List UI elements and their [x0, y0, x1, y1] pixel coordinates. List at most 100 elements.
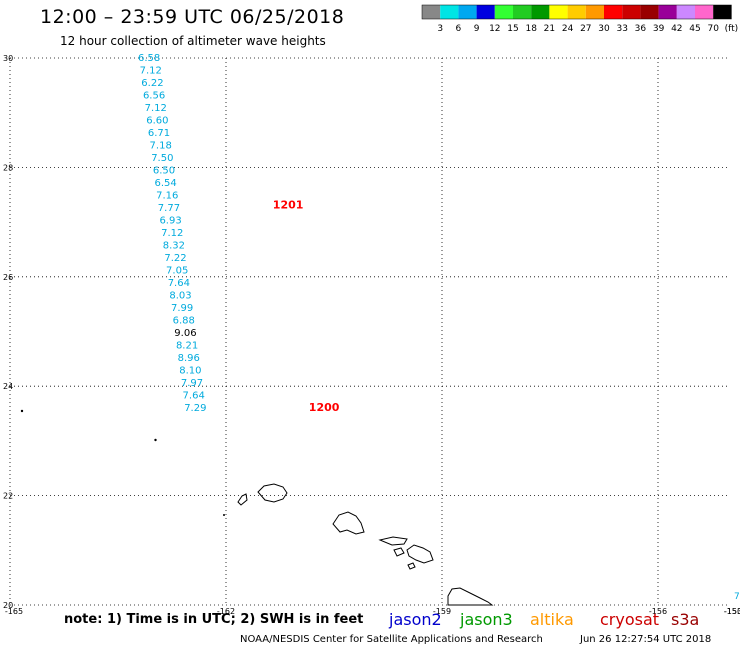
legend-label: 30 — [598, 24, 610, 34]
lon-tick-label: -150 — [724, 607, 740, 616]
legend-label: 6 — [456, 24, 462, 34]
legend-label: 3 — [437, 24, 443, 34]
wave-height-label: 7.64 — [168, 278, 190, 289]
wave-height-label: 6.71 — [148, 128, 170, 139]
kahoolawe-outline — [407, 562, 416, 570]
lon-tick-label: -159 — [433, 607, 451, 616]
hawaii-big-island-outline — [447, 587, 494, 606]
legend-swatch — [640, 5, 659, 19]
legend-label: 33 — [616, 24, 627, 34]
legend-swatch — [695, 5, 714, 19]
wave-height-label: 7.99 — [171, 303, 193, 314]
wave-height-label: 7.16 — [156, 191, 178, 202]
legend-swatch — [676, 5, 695, 19]
legend-swatch — [440, 5, 459, 19]
legend-swatch — [494, 5, 513, 19]
legend-label: 39 — [653, 24, 665, 34]
satellite-s3a: s3a — [671, 610, 700, 629]
lanai-outline — [393, 547, 405, 557]
necker-island — [20, 409, 24, 413]
legend-label: 36 — [635, 24, 647, 34]
kaula-island — [223, 514, 225, 516]
satellite-altika: altika — [530, 610, 574, 629]
wave-height-label: 6.88 — [173, 316, 195, 327]
color-scale-legend: 3 6 9 12 15 18 21 24 27 30 33 36 39 42 45 70 (ft) — [421, 4, 739, 34]
credit-line: NOAA/NESDIS Center for Satellite Applica… — [240, 634, 543, 645]
oahu-outline — [332, 511, 365, 535]
satellite-jason2: jason2 — [389, 610, 442, 629]
wave-height-label: 6.54 — [155, 178, 177, 189]
legend-swatch — [604, 5, 623, 19]
wave-height-label: 6.22 — [141, 78, 163, 89]
lat-tick-label: 26 — [3, 273, 13, 282]
generated-timestamp: Jun 26 12:27:54 UTC 2018 — [580, 634, 712, 645]
wave-height-label: 8.10 — [179, 366, 201, 377]
legend-label: 18 — [525, 24, 537, 34]
lat-tick-label: 28 — [3, 163, 13, 172]
legend-label: 15 — [507, 24, 518, 34]
wave-height-label: 6.58 — [138, 53, 160, 64]
legend-label: 42 — [671, 24, 682, 34]
wave-height-label: 7.22 — [164, 253, 186, 264]
footer-note: note: 1) Time is in UTC; 2) SWH is in fe… — [64, 612, 364, 627]
legend-swatch — [513, 5, 532, 19]
legend-swatch — [458, 5, 477, 19]
wave-height-label: 7.05 — [166, 266, 188, 277]
wave-height-label: 6.93 — [159, 216, 181, 227]
legend-swatch — [549, 5, 568, 19]
legend-swatch — [622, 5, 641, 19]
lon-tick-label: -165 — [5, 607, 23, 616]
map-title: 12:00 – 23:59 UTC 06/25/2018 — [40, 6, 345, 28]
wave-height-label: 6.50 — [153, 166, 175, 177]
wave-height-label: 7.29 — [184, 403, 206, 414]
legend-label: 12 — [489, 24, 500, 34]
wave-height-label: 7.18 — [150, 141, 172, 152]
niihau-outline — [237, 493, 248, 506]
legend-label: 9 — [474, 24, 480, 34]
legend-label: 24 — [562, 24, 574, 34]
legend-swatch — [567, 5, 586, 19]
wave-height-label: 8.03 — [169, 291, 191, 302]
wave-height-label: 7.50 — [151, 153, 173, 164]
legend-frame — [421, 4, 732, 20]
lat-tick-label: 30 — [3, 54, 13, 63]
wave-height-label: 7.12 — [140, 66, 162, 77]
satellite-cryosat: cryosat — [600, 610, 660, 629]
lon-tick-label: -156 — [649, 607, 667, 616]
legend-label: 70 — [707, 24, 719, 34]
lat-tick-label: 24 — [3, 382, 13, 391]
wave-height-label: 9.06 — [174, 328, 196, 339]
molokai-outline — [378, 536, 408, 546]
time-label: 1201 — [273, 198, 304, 211]
legend-swatch — [658, 5, 677, 19]
altimeter-track: 6.587.126.226.567.126.606.717.187.506.50… — [138, 53, 740, 602]
legend-swatch — [585, 5, 604, 19]
lat-tick-label: 20 — [3, 601, 13, 610]
wave-height-label: 7.64 — [183, 391, 205, 402]
wave-height-label: 7.12 — [161, 228, 183, 239]
edge-wave-label: 7 — [734, 592, 740, 602]
legend-swatch — [422, 5, 441, 19]
kauai-outline — [257, 483, 288, 503]
legend-swatch — [476, 5, 495, 19]
legend-label: 45 — [689, 24, 700, 34]
legend-label: 21 — [544, 24, 555, 34]
wave-height-label: 6.56 — [143, 91, 165, 102]
lat-lon-grid: -165 -162 -159 -156 -153-150 30 28 26 24 22 20 — [3, 54, 740, 616]
maui-outline — [406, 544, 434, 564]
wave-height-label: 7.97 — [181, 378, 203, 389]
legend-swatch — [531, 5, 550, 19]
wave-height-label: 7.12 — [145, 103, 167, 114]
lon-tick-label: -162 — [217, 607, 235, 616]
time-label: 1200 — [309, 401, 340, 414]
wave-height-label: 8.21 — [176, 341, 198, 352]
legend-label: (ft) — [725, 24, 739, 34]
hawaii-coastlines — [20, 409, 494, 606]
satellite-jason3: jason3 — [460, 610, 513, 629]
wave-height-label: 6.60 — [146, 116, 168, 127]
legend-swatch — [713, 5, 732, 19]
wave-height-label: 8.32 — [163, 241, 185, 252]
lat-tick-label: 22 — [3, 492, 13, 501]
nihoa-island — [154, 438, 157, 442]
